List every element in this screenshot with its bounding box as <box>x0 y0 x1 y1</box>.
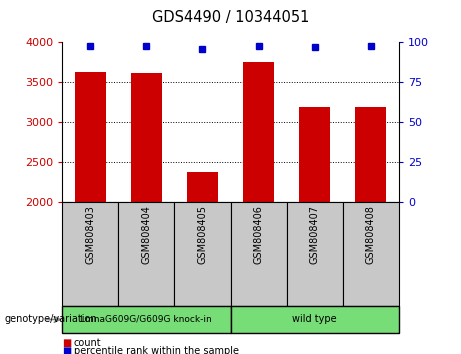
Text: GDS4490 / 10344051: GDS4490 / 10344051 <box>152 10 309 25</box>
Bar <box>287 202 343 306</box>
Text: GSM808404: GSM808404 <box>142 205 151 264</box>
Text: ■: ■ <box>62 346 71 354</box>
Text: percentile rank within the sample: percentile rank within the sample <box>74 346 239 354</box>
Bar <box>230 202 287 306</box>
Bar <box>355 107 386 202</box>
Bar <box>131 73 162 202</box>
Text: wild type: wild type <box>292 314 337 325</box>
Bar <box>75 72 106 202</box>
Bar <box>243 62 274 202</box>
Text: GSM808408: GSM808408 <box>366 205 376 264</box>
Text: LmnaG609G/G609G knock-in: LmnaG609G/G609G knock-in <box>81 315 212 324</box>
Bar <box>187 172 218 202</box>
Bar <box>343 202 399 306</box>
Bar <box>299 107 330 202</box>
Bar <box>118 202 174 306</box>
Text: GSM808403: GSM808403 <box>85 205 95 264</box>
Text: genotype/variation: genotype/variation <box>5 314 97 325</box>
Bar <box>174 202 230 306</box>
Bar <box>62 306 230 333</box>
Text: GSM808406: GSM808406 <box>254 205 264 264</box>
Text: GSM808407: GSM808407 <box>310 205 319 264</box>
Text: ■: ■ <box>62 338 71 348</box>
Text: count: count <box>74 338 101 348</box>
Bar <box>62 202 118 306</box>
Text: GSM808405: GSM808405 <box>197 205 207 264</box>
Bar <box>230 306 399 333</box>
